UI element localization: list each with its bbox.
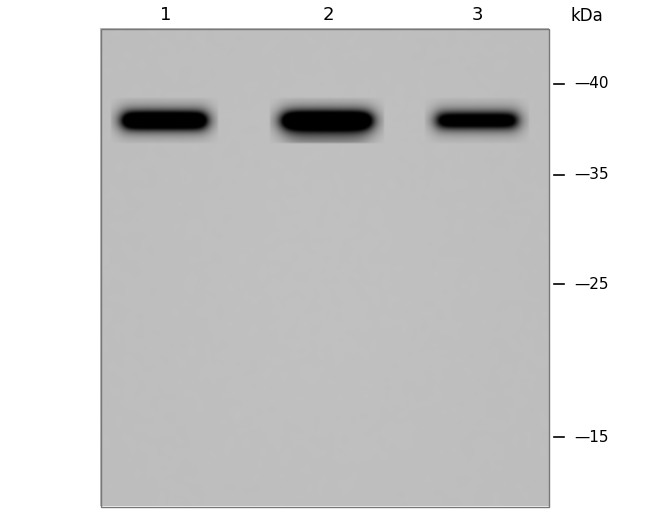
Text: —15: —15 — [574, 430, 608, 445]
Text: —25: —25 — [574, 277, 608, 292]
Text: 2: 2 — [322, 6, 334, 24]
Bar — [101, 29, 549, 507]
Text: 1: 1 — [160, 6, 172, 24]
Text: —35: —35 — [574, 167, 608, 182]
Text: 3: 3 — [472, 6, 484, 24]
Text: —40: —40 — [574, 76, 608, 91]
Text: kDa: kDa — [571, 7, 603, 25]
